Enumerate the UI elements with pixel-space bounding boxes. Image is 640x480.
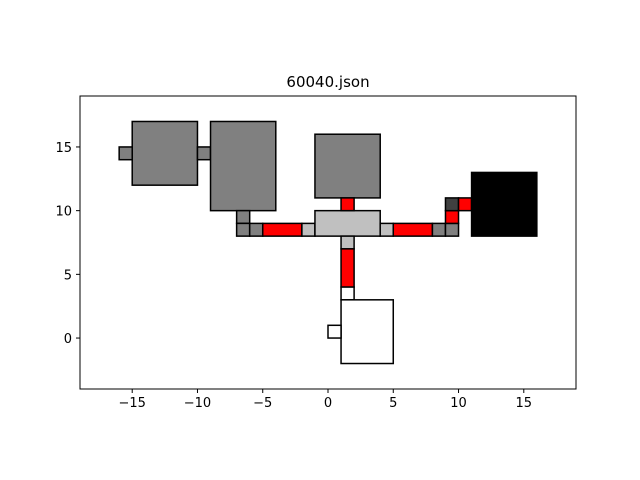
x-axis: −15 −10 −5 0 5 10 15 — [118, 389, 532, 411]
room-3 — [209, 120, 277, 212]
room-12 — [379, 222, 395, 237]
room-14 — [431, 222, 447, 237]
room-4 — [235, 209, 251, 225]
room-1 — [118, 146, 133, 161]
room-17 — [444, 197, 460, 212]
x-tick-label: −10 — [184, 396, 211, 411]
room-7 — [261, 222, 303, 237]
y-axis: 0 5 10 15 — [55, 141, 80, 347]
x-tick-label: 10 — [450, 396, 467, 411]
room-8 — [301, 222, 316, 237]
room-11 — [340, 197, 355, 212]
room-10 — [314, 133, 381, 199]
y-tick-label: 15 — [55, 141, 72, 156]
y-tick-label: 0 — [64, 332, 72, 347]
y-tick-label: 5 — [64, 268, 72, 283]
x-tick-label: 15 — [516, 396, 533, 411]
room-21 — [340, 248, 355, 288]
room-6 — [248, 222, 264, 237]
room-24 — [327, 324, 342, 339]
room-16 — [444, 209, 460, 225]
x-tick-label: −15 — [118, 396, 145, 411]
room-23 — [340, 299, 395, 365]
room-20 — [340, 235, 355, 250]
room-18 — [457, 197, 473, 212]
rooms-layer — [118, 120, 538, 365]
room-0 — [131, 120, 199, 186]
room-13 — [392, 222, 434, 237]
chart-title: 60040.json — [286, 73, 369, 91]
room-5 — [235, 222, 251, 237]
room-9 — [314, 209, 381, 237]
room-15 — [444, 222, 460, 237]
x-tick-label: 0 — [324, 396, 332, 411]
y-tick-label: 10 — [55, 205, 72, 220]
room-22 — [340, 286, 355, 301]
room-2 — [196, 146, 212, 161]
x-tick-label: 5 — [389, 396, 397, 411]
x-tick-label: −5 — [253, 396, 272, 411]
room-19 — [470, 171, 538, 237]
